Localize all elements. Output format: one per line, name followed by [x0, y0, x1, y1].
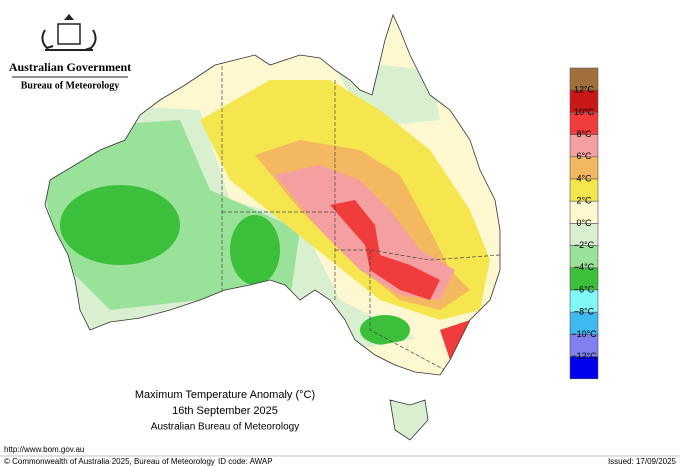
map-date: 16th September 2025	[172, 405, 278, 417]
legend-label: −8°C	[574, 307, 595, 317]
legend-label: 4°C	[576, 173, 592, 183]
legend-label: 8°C	[576, 129, 592, 139]
legend-label: −10°C	[571, 329, 597, 339]
government: Australian Government	[9, 60, 131, 74]
legend: 12°C 10°C 8°C 6°C 4°C 2°C 0°C −2°C −4°C −6°C −8°C −…	[569, 67, 599, 380]
legend-label: 6°C	[576, 151, 592, 161]
legend-label: −6°C	[574, 284, 595, 294]
footer-copyright: © Commonwealth of Australia 2025, Bureau…	[4, 457, 215, 466]
legend-label: 2°C	[576, 196, 592, 206]
legend-label: −12°C	[571, 351, 597, 361]
legend-label: −2°C	[574, 240, 595, 250]
legend-label: 10°C	[574, 107, 595, 117]
bureau: Bureau of Meteorology	[21, 80, 120, 91]
legend-label: 0°C	[576, 218, 592, 228]
map-title: Maximum Temperature Anomaly (°C)	[135, 389, 315, 401]
legend-swatch	[569, 356, 599, 380]
footer-url[interactable]: http://www.bom.gov.au	[4, 445, 84, 454]
footer-id: ID code: AWAP	[218, 457, 273, 466]
map-source: Australian Bureau of Meteorology	[151, 422, 299, 433]
coat-of-arms	[41, 14, 97, 51]
footer-issued: Issued: 17/09/2025	[608, 457, 677, 466]
coastline	[44, 13, 501, 441]
legend-label: −4°C	[574, 262, 595, 272]
legend-label: 12°C	[574, 85, 595, 95]
